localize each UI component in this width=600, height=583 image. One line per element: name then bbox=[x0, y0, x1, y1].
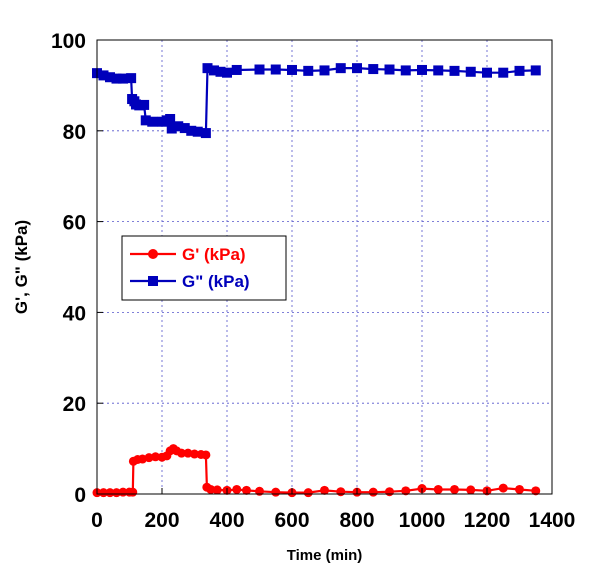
data-point bbox=[105, 72, 115, 83]
data-point bbox=[465, 66, 476, 77]
data-point bbox=[126, 73, 137, 84]
data-point bbox=[320, 485, 329, 495]
data-point bbox=[515, 484, 524, 494]
data-point bbox=[212, 485, 222, 495]
data-point bbox=[335, 63, 346, 74]
y-tick-label: 100 bbox=[51, 30, 86, 53]
tick-labels: 0 200 400 600 800 1000 1200 1400 0 20 40 60 80 100 bbox=[51, 30, 575, 532]
data-point bbox=[111, 73, 122, 84]
data-point bbox=[401, 486, 411, 496]
data-point bbox=[209, 65, 219, 76]
y-axis-label: G', G" (kPa) bbox=[12, 220, 31, 314]
data-point bbox=[222, 67, 232, 78]
data-point bbox=[433, 484, 443, 494]
data-point bbox=[128, 487, 138, 497]
plot-frame bbox=[96, 39, 553, 495]
data-point bbox=[466, 485, 476, 495]
series-0 bbox=[92, 444, 541, 498]
x-tick-label: 1000 bbox=[399, 509, 446, 532]
data-point bbox=[417, 64, 427, 75]
data-point bbox=[202, 63, 213, 74]
data-point bbox=[200, 128, 211, 139]
legend-label: G" (kPa) bbox=[182, 272, 250, 291]
data-point bbox=[190, 449, 199, 459]
data-point bbox=[498, 483, 508, 493]
legend: G' (kPa) G" (kPa) bbox=[121, 235, 287, 301]
x-tick-label: 1200 bbox=[464, 509, 511, 532]
data-point bbox=[384, 64, 395, 75]
data-point bbox=[319, 65, 330, 76]
data-point bbox=[336, 487, 346, 497]
data-point bbox=[531, 486, 541, 496]
data-point bbox=[98, 70, 109, 81]
data-point bbox=[254, 64, 265, 75]
data-point bbox=[482, 67, 492, 78]
x-axis-label: Time (min) bbox=[287, 547, 363, 564]
legend-label: G' (kPa) bbox=[182, 245, 246, 264]
data-point bbox=[173, 121, 184, 132]
data-point bbox=[271, 487, 281, 497]
data-point bbox=[99, 488, 108, 498]
y-tick-label: 0 bbox=[74, 484, 86, 507]
x-tick-label: 800 bbox=[339, 509, 374, 532]
data-point bbox=[206, 484, 216, 494]
data-point bbox=[498, 67, 509, 78]
data-point bbox=[368, 64, 379, 75]
data-point bbox=[368, 487, 378, 497]
data-point bbox=[177, 448, 186, 458]
y-tick-label: 60 bbox=[63, 212, 86, 235]
data-point bbox=[449, 65, 460, 76]
data-point bbox=[166, 123, 177, 134]
data-point bbox=[514, 65, 525, 76]
x-tick-label: 0 bbox=[91, 509, 103, 532]
data-point bbox=[112, 488, 121, 498]
x-tick-label: 600 bbox=[274, 509, 309, 532]
legend-marker bbox=[148, 276, 158, 286]
data-point bbox=[232, 484, 242, 494]
x-tick-label: 200 bbox=[144, 509, 179, 532]
data-point bbox=[105, 488, 115, 498]
data-point bbox=[530, 65, 541, 76]
y-tick-label: 80 bbox=[63, 121, 86, 144]
y-tick-label: 20 bbox=[63, 393, 86, 416]
data-point bbox=[147, 116, 158, 127]
data-point bbox=[303, 65, 314, 76]
legend-marker bbox=[148, 249, 158, 259]
data-point bbox=[303, 488, 313, 498]
series-1 bbox=[92, 63, 541, 139]
x-tick-label: 1400 bbox=[529, 509, 576, 532]
data-point bbox=[186, 125, 197, 136]
x-tick-label: 400 bbox=[209, 509, 244, 532]
data-point bbox=[242, 485, 251, 495]
data-point bbox=[179, 123, 190, 134]
data-point bbox=[433, 65, 444, 76]
data-point bbox=[231, 64, 242, 75]
data-point bbox=[201, 450, 211, 460]
data-point bbox=[165, 113, 176, 124]
data-point bbox=[151, 452, 160, 462]
data-point bbox=[215, 66, 226, 77]
data-point bbox=[118, 73, 128, 84]
data-point bbox=[450, 484, 459, 494]
data-point bbox=[352, 63, 362, 74]
data-point bbox=[385, 487, 394, 497]
y-tick-label: 40 bbox=[63, 302, 86, 325]
legend-box bbox=[121, 235, 287, 301]
data-point bbox=[140, 115, 151, 126]
data-point bbox=[287, 64, 297, 75]
data-point bbox=[400, 65, 411, 76]
data-point bbox=[270, 64, 281, 75]
data-point bbox=[192, 126, 203, 137]
data-point bbox=[139, 99, 150, 110]
